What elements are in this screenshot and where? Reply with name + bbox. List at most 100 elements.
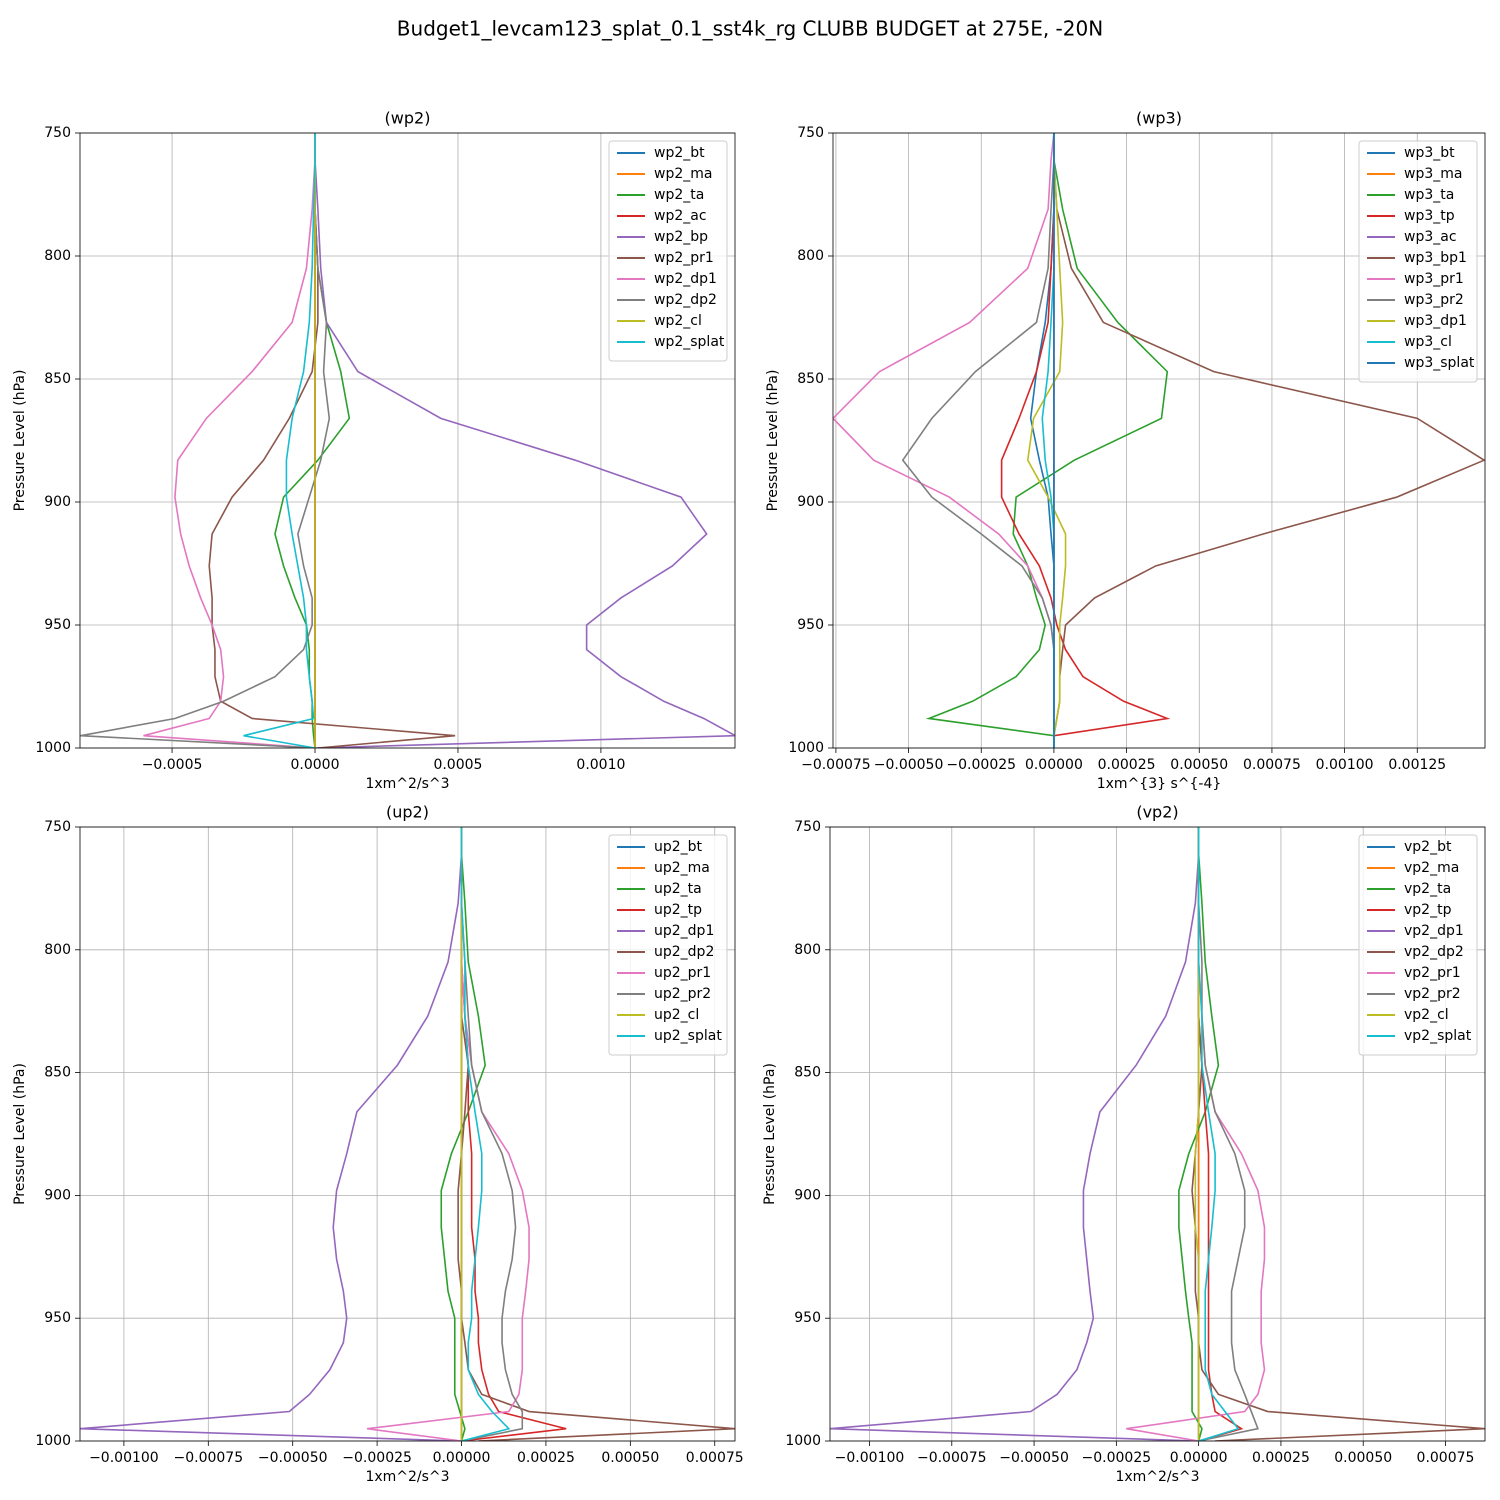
x-axis-label: 1xm^2/s^3	[365, 1469, 449, 1485]
y-tick-label: 900	[44, 494, 71, 510]
series-line	[460, 827, 511, 1441]
y-tick-label: 850	[44, 1065, 71, 1081]
legend: up2_bt up2_ma up2_ta up2_tp up2_dp1 up2_dp2up…	[608, 834, 728, 1056]
legend-label: vp2_bt	[1404, 839, 1452, 855]
y-tick-label: 1000	[35, 1433, 71, 1449]
legend-label: wp3_tp	[1404, 208, 1455, 224]
x-axis-label: 1xm^2/s^3	[365, 776, 449, 792]
axes: −0.0005 0.0000 0.0005 0.0010 750 800 850 900 950…	[12, 109, 736, 792]
y-tick-label: 1000	[35, 740, 71, 756]
series-line	[80, 827, 463, 1441]
y-tick-label: 900	[44, 1187, 71, 1203]
axes-frame	[79, 826, 736, 1442]
y-tick-label: 800	[44, 942, 71, 958]
x-tick-label: −0.00025	[342, 1450, 412, 1466]
axes-frame	[829, 826, 1486, 1442]
legend-label: up2_pr2	[654, 986, 711, 1002]
x-tick-label: 0.00050	[1170, 757, 1228, 773]
legend-label: wp2_ma	[654, 166, 712, 182]
x-tick-label: 0.00125	[1388, 757, 1446, 773]
series-line	[1197, 827, 1259, 1441]
legend-label: up2_splat	[654, 1028, 722, 1044]
y-axis-label: Pressure Level (hPa)	[762, 1063, 778, 1205]
axes-frame	[832, 132, 1486, 749]
x-tick-label: −0.0005	[142, 757, 203, 773]
legend-label: vp2_ma	[1404, 860, 1459, 876]
axes: −0.00100 −0.00075 −0.00050 −0.00025 0.00000 0…	[762, 803, 1486, 1485]
x-tick-label: −0.00025	[946, 757, 1016, 773]
legend: vp2_bt vp2_ma vp2_ta vp2_tp vp2_dp1 vp2_dp2vp…	[1358, 834, 1478, 1056]
legend-label: up2_ta	[654, 881, 702, 897]
legend-label: wp3_dp1	[1404, 313, 1467, 329]
legend-label: wp3_ac	[1404, 229, 1457, 245]
legend: wp3_bt wp3_ma wp3_ta wp3_tp wp3_ac wp3_bp1 wp3…	[1358, 140, 1478, 383]
legend: wp2_bt wp2_ma wp2_ta wp2_ac wp2_bp wp2_pr1 wp2…	[608, 140, 728, 362]
y-tick-label: 850	[797, 371, 824, 387]
y-tick-label: 950	[794, 1310, 821, 1326]
legend-label: up2_bt	[654, 839, 703, 855]
legend-label: wp2_ac	[654, 208, 707, 224]
legend-label: wp3_cl	[1404, 334, 1452, 350]
y-tick-label: 750	[44, 819, 71, 835]
legend-label: wp2_dp1	[654, 271, 717, 287]
axes-title: (wp2)	[385, 109, 431, 128]
x-tick-label: −0.00100	[89, 1450, 159, 1466]
legend-label: up2_ma	[654, 860, 710, 876]
legend-label: vp2_dp1	[1404, 923, 1464, 939]
x-tick-label: −0.00075	[801, 757, 871, 773]
plot-lines	[833, 133, 1485, 748]
x-tick-label: 0.0010	[576, 757, 625, 773]
x-tick-label: 0.00100	[1316, 757, 1374, 773]
x-tick-label: 0.00075	[686, 1450, 744, 1466]
series-line	[830, 827, 1200, 1441]
series-line	[925, 133, 1169, 748]
series-line	[1026, 133, 1067, 748]
x-axis-label: 1xm^{3} s^{-4}	[1097, 776, 1222, 792]
legend-label: wp2_bp	[654, 229, 708, 245]
legend-label: wp2_splat	[654, 334, 725, 350]
y-tick-label: 750	[44, 125, 71, 141]
series-line	[243, 133, 316, 748]
series-line	[1197, 827, 1240, 1441]
x-tick-label: 0.00000	[1170, 1450, 1228, 1466]
legend-label: up2_tp	[654, 902, 702, 918]
axes-title: (vp2)	[1136, 803, 1178, 822]
x-tick-label: 0.00075	[1243, 757, 1301, 773]
series-line	[80, 133, 331, 748]
x-tick-label: 0.00050	[1334, 1450, 1392, 1466]
axes: −0.00100 −0.00075 −0.00050 −0.00025 0.00000 0…	[12, 803, 744, 1486]
legend-label: vp2_splat	[1404, 1028, 1472, 1044]
legend-label: wp3_bt	[1404, 145, 1455, 161]
legend-label: vp2_cl	[1404, 1007, 1449, 1023]
legend-label: vp2_pr1	[1404, 965, 1461, 981]
y-tick-label: 950	[44, 1310, 71, 1326]
x-tick-label: 0.00000	[1025, 757, 1083, 773]
plot-lines	[830, 827, 1485, 1441]
x-tick-label: 0.00050	[601, 1450, 659, 1466]
y-tick-label: 1000	[785, 1433, 821, 1449]
legend-label: vp2_tp	[1404, 902, 1452, 918]
y-tick-label: 900	[794, 1187, 821, 1203]
plot-lines	[80, 827, 735, 1441]
x-tick-label: −0.00100	[835, 1450, 905, 1466]
y-tick-label: 950	[797, 617, 824, 633]
legend-label: up2_cl	[654, 1007, 699, 1023]
x-tick-label: −0.00025	[1082, 1450, 1152, 1466]
y-axis-label: Pressure Level (hPa)	[12, 1063, 28, 1205]
y-tick-label: 900	[797, 494, 824, 510]
figure-title: Budget1_levcam123_splat_0.1_sst4k_rg CLU…	[397, 17, 1103, 41]
x-tick-label: 0.0005	[433, 757, 482, 773]
x-tick-label: 0.00025	[517, 1450, 575, 1466]
axes: −0.00075 −0.00050 −0.00025 0.00000 0.00025 0.…	[765, 109, 1486, 792]
series-line	[314, 133, 735, 748]
legend-label: up2_dp1	[654, 923, 714, 939]
x-axis-label: 1xm^2/s^3	[1115, 1469, 1199, 1485]
series-line	[1178, 827, 1220, 1441]
legend-label: wp3_bp1	[1404, 250, 1467, 266]
x-tick-label: 0.00000	[433, 1450, 491, 1466]
y-tick-label: 750	[794, 819, 821, 835]
legend-label: wp2_cl	[654, 313, 702, 329]
axes-frame	[79, 132, 736, 749]
axes-title: (wp3)	[1136, 109, 1182, 128]
